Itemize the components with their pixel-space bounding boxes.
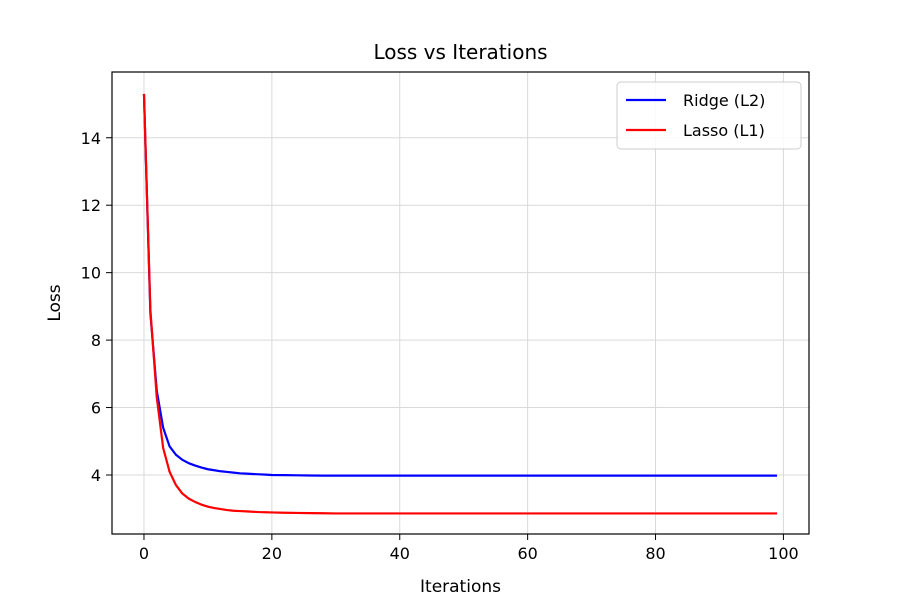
series-line-1	[142, 93, 778, 477]
plot-frame	[111, 71, 810, 535]
series-lines	[142, 93, 778, 515]
legend: Ridge (L2) Lasso (L1)	[616, 81, 802, 150]
x-tick-label: 0	[139, 544, 149, 563]
legend-box	[616, 81, 802, 150]
legend-label-1: Ridge (L2)	[683, 91, 765, 110]
legend-label-2: Lasso (L1)	[683, 121, 765, 140]
x-axis-label: Iterations	[420, 577, 501, 597]
y-tick-label: 8	[91, 331, 101, 350]
axis-ticks: 0 20 40 60 80 100 4 6 8 10 12 14	[81, 129, 799, 563]
grid-lines	[112, 72, 809, 534]
x-tick-label: 100	[768, 544, 799, 563]
x-tick-label: 20	[262, 544, 282, 563]
y-tick-label: 14	[81, 129, 101, 148]
y-axis-label: Loss	[45, 284, 65, 321]
y-tick-label: 4	[91, 466, 101, 485]
y-tick-label: 12	[81, 196, 101, 215]
x-tick-label: 60	[517, 544, 537, 563]
y-tick-label: 10	[81, 264, 101, 283]
x-tick-label: 80	[645, 544, 665, 563]
chart-title: Loss vs Iterations	[373, 40, 547, 64]
x-tick-label: 40	[390, 544, 410, 563]
series-line-2	[142, 93, 778, 515]
y-tick-label: 6	[91, 399, 101, 418]
